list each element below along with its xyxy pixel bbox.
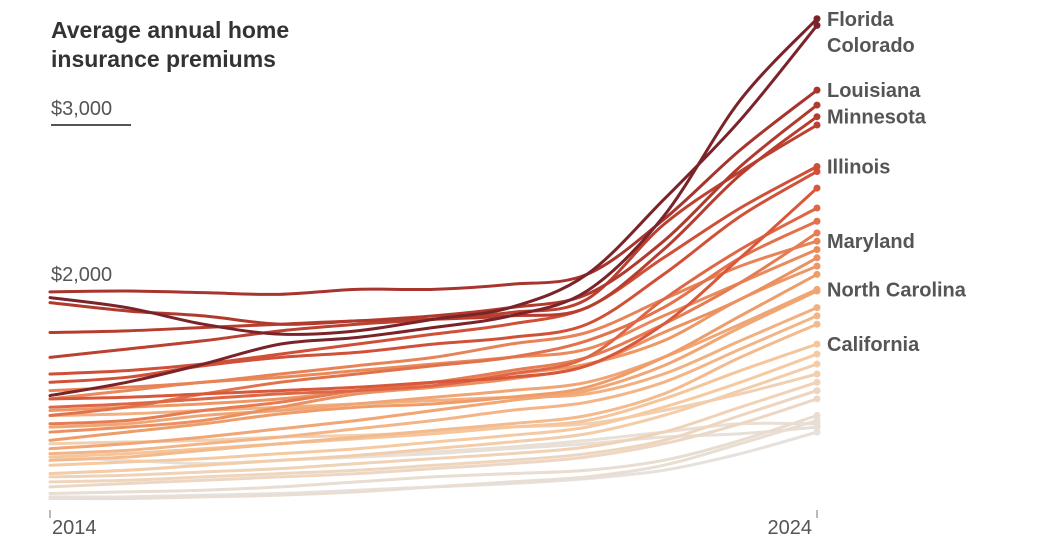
series-end-dot — [813, 387, 821, 395]
series-label: Maryland — [827, 231, 915, 253]
series-end-dot — [813, 350, 821, 358]
series-end-dot — [813, 262, 821, 270]
series-line — [48, 389, 819, 484]
series-end-dot — [813, 15, 821, 23]
series-end-dot — [813, 370, 821, 378]
series-line — [48, 418, 819, 501]
series-end-dot — [813, 167, 821, 175]
series-line — [48, 239, 819, 393]
series-line — [48, 352, 819, 467]
series-line — [48, 272, 819, 442]
series-end-dot — [813, 270, 821, 278]
series-line — [48, 306, 819, 417]
series-end-dot — [813, 428, 821, 436]
series-line — [48, 397, 819, 489]
series-line — [48, 362, 819, 476]
x-tick-label: 2024 — [768, 517, 813, 539]
series-end-dot — [813, 217, 821, 225]
series-line — [48, 380, 819, 479]
series-line — [48, 287, 819, 429]
series-end-dot — [813, 21, 821, 29]
series-line — [48, 17, 819, 398]
series-end-dot — [813, 204, 821, 212]
series-line — [48, 256, 819, 434]
chart-title: Average annual home insurance premiums — [51, 17, 290, 72]
series-line — [48, 425, 819, 466]
series-end-dot — [813, 113, 821, 121]
series-label: Illinois — [827, 157, 890, 179]
series-end-dot — [813, 360, 821, 368]
series-line — [48, 186, 819, 401]
series-end-dot — [813, 304, 821, 312]
y-tick-label: $2,000 — [51, 264, 112, 286]
series-end-dot — [813, 395, 821, 403]
series-end-dot — [813, 340, 821, 348]
series-end-dot — [813, 412, 821, 419]
series-end-dot — [813, 121, 821, 129]
series-end-dot — [813, 378, 821, 386]
series-label: Florida — [827, 9, 895, 31]
series-line — [48, 219, 819, 417]
series-label: North Carolina — [827, 279, 967, 301]
x-tick-label: 2014 — [52, 517, 97, 539]
series-line — [48, 88, 819, 296]
series-end-dot — [813, 254, 821, 262]
series-line — [48, 103, 819, 326]
series-label: Colorado — [827, 35, 915, 57]
series-label: Minnesota — [827, 107, 927, 129]
series-end-dot — [813, 86, 821, 94]
series-line — [48, 289, 819, 451]
series-line — [48, 414, 819, 496]
series-line — [48, 322, 819, 462]
series-end-dot — [813, 416, 821, 424]
series-label: California — [827, 334, 920, 356]
series-line — [48, 23, 819, 336]
series-line — [48, 342, 819, 459]
series-end-dot — [813, 163, 821, 170]
series-end-dot — [813, 312, 821, 320]
series-end-dot — [813, 101, 821, 109]
series-end-dot — [813, 237, 821, 245]
series-end-dot — [813, 285, 821, 293]
series-end-dot — [813, 246, 821, 253]
series-end-dot — [813, 184, 821, 192]
series-end-dot — [813, 320, 821, 328]
series-line — [48, 372, 819, 446]
series-line — [48, 165, 819, 376]
series-line — [48, 314, 819, 456]
series-end-dot — [813, 229, 821, 237]
y-tick-label: $3,000 — [51, 98, 112, 120]
series-label: Louisiana — [827, 80, 921, 102]
series-line — [48, 206, 819, 409]
